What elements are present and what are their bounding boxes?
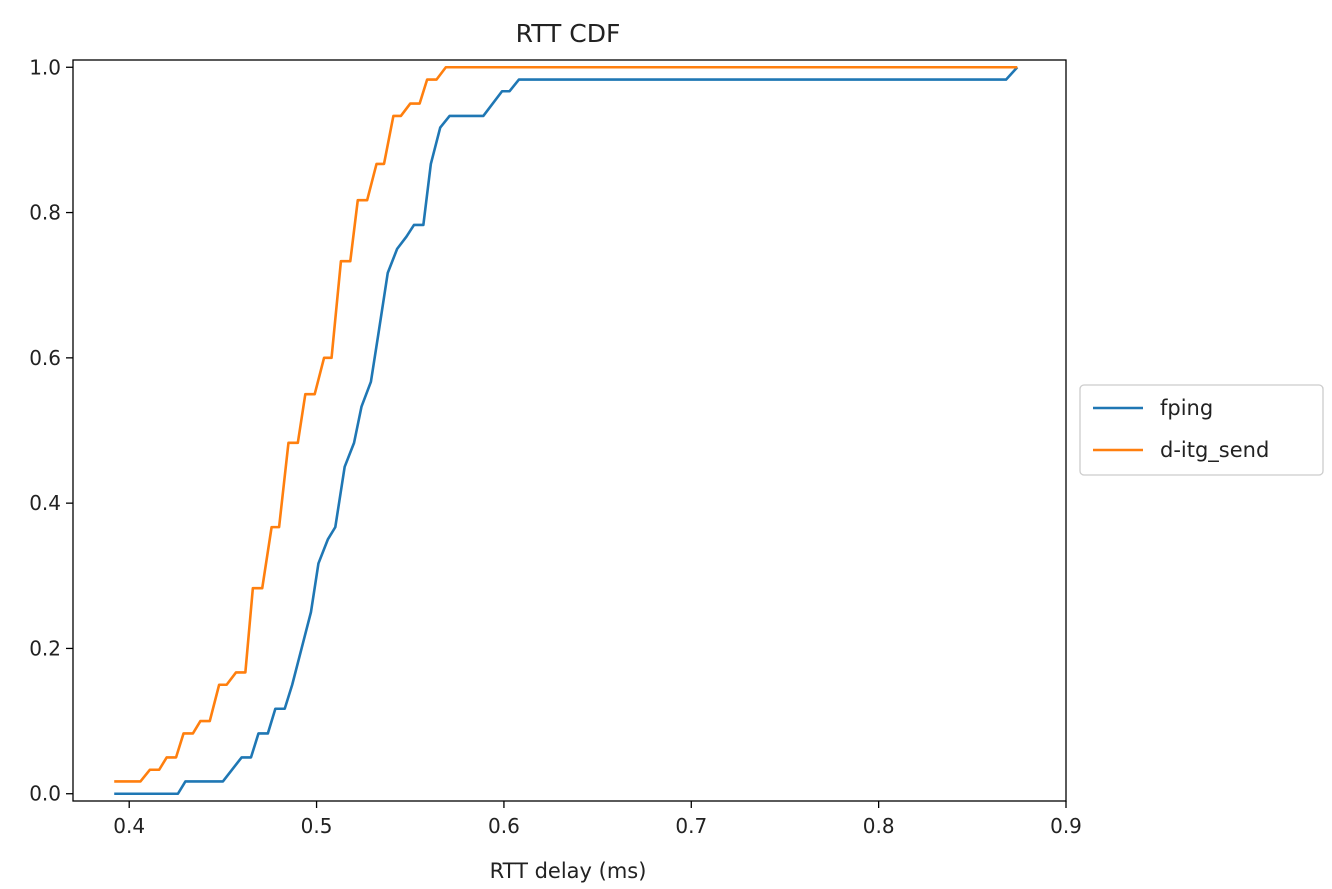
- y-tick-label: 0.2: [29, 636, 61, 660]
- series-line-d-itg-send: [114, 65, 1018, 783]
- x-axis-label: RTT delay (ms): [490, 859, 647, 883]
- x-tick-label: 0.9: [1050, 814, 1082, 838]
- y-tick-label: 1.0: [29, 55, 61, 79]
- series-layer: [114, 65, 1019, 796]
- x-tick-label: 0.5: [301, 814, 333, 838]
- x-tick-label: 0.7: [675, 814, 707, 838]
- legend: fping d-itg_send: [1079, 384, 1324, 476]
- series-line-fping: [114, 66, 1019, 796]
- x-axis-ticks: 0.4 0.5 0.6 0.7 0.8 0.9: [113, 801, 1082, 838]
- plot-area: [72, 59, 1067, 802]
- x-tick-label: 0.6: [488, 814, 520, 838]
- y-tick-label: 0.0: [29, 782, 61, 806]
- y-axis-ticks: 0.0 0.2 0.4 0.6 0.8 1.0: [29, 55, 73, 806]
- y-tick-label: 0.4: [29, 491, 61, 515]
- y-tick-label: 0.6: [29, 346, 61, 370]
- x-tick-label: 0.8: [863, 814, 895, 838]
- legend-label-fping: fping: [1160, 396, 1213, 420]
- legend-label-d-itg-send: d-itg_send: [1160, 438, 1269, 463]
- y-tick-label: 0.8: [29, 201, 61, 225]
- x-tick-label: 0.4: [113, 814, 145, 838]
- chart-title: RTT CDF: [516, 19, 621, 48]
